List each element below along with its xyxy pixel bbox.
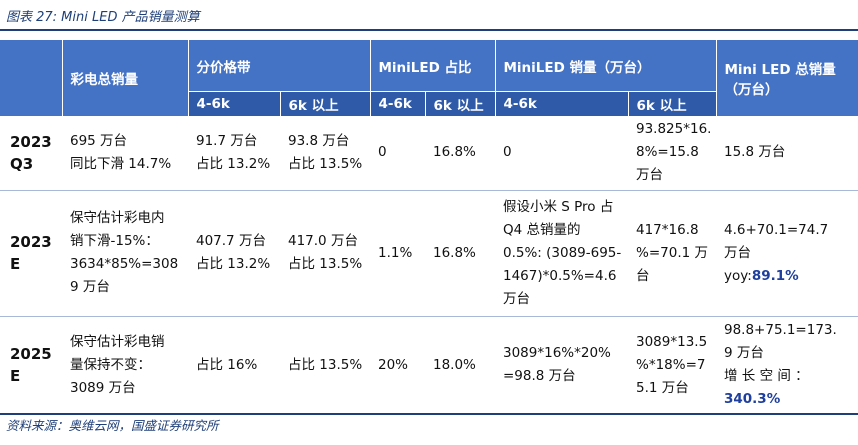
subheader-sales-6k: 6k 以上 [628,92,716,117]
cell-share-4-6k: 0 [370,116,425,190]
cell-sales-4-6k: 0 [495,116,628,190]
yoy-highlight: 89.1% [752,268,799,284]
table-row: 2023 Q3 695 万台 同比下滑 14.7% 91.7 万台 占比 13.… [0,116,858,190]
row-year: 2023 Q3 [0,116,62,190]
header-mini-total: Mini LED 总销量（万台） [716,40,858,116]
subheader-share-4-6k: 4-6k [370,92,425,117]
cell-sales-4-6k: 3089*16%*20% =98.8 万台 [495,316,628,414]
cell-share-4-6k: 20% [370,316,425,414]
header-year [0,40,62,116]
cell-mini-total: 15.8 万台 [716,116,858,190]
growth-highlight: 340.3% [724,391,780,407]
header-total-sales: 彩电总销量 [62,40,188,116]
cell-price-6k: 93.8 万台 占比 13.5% [280,116,370,190]
header-miniled-sales: MiniLED 销量（万台） [495,40,716,92]
cell-sales-6k: 417*16.8 %=70.1 万 台 [628,190,716,316]
cell-price-4-6k: 占比 16% [188,316,280,414]
miniled-sales-table: 彩电总销量 分价格带 MiniLED 占比 MiniLED 销量（万台） Min… [0,40,858,415]
row-year: 2023 E [0,190,62,316]
cell-mini-total: 98.8+75.1=173. 9 万台 增 长 空 间 ： 340.3% [716,316,858,414]
cell-share-6k: 18.0% [425,316,495,414]
cell-total-sales: 695 万台 同比下滑 14.7% [62,116,188,190]
cell-sales-6k: 93.825*16. 8%=15.8 万台 [628,116,716,190]
cell-price-4-6k: 91.7 万台 占比 13.2% [188,116,280,190]
row-year: 2025 E [0,316,62,414]
header-price-band: 分价格带 [188,40,370,92]
top-rule [0,29,858,31]
cell-price-6k: 占比 13.5% [280,316,370,414]
cell-mini-total: 4.6+70.1=74.7 万台 yoy:89.1% [716,190,858,316]
mini-total-text: 98.8+75.1=173. 9 万台 增 长 空 间 ： [724,322,837,384]
subheader-price-4-6k: 4-6k [188,92,280,117]
cell-total-sales: 保守估计彩电内 销下滑-15%： 3634*85%=308 9 万台 [62,190,188,316]
cell-price-6k: 417.0 万台 占比 13.5% [280,190,370,316]
cell-share-4-6k: 1.1% [370,190,425,316]
cell-sales-6k: 3089*13.5 %*18%=7 5.1 万台 [628,316,716,414]
header-miniled-share: MiniLED 占比 [370,40,495,92]
cell-price-4-6k: 407.7 万台 占比 13.2% [188,190,280,316]
subheader-sales-4-6k: 4-6k [495,92,628,117]
cell-total-sales: 保守估计彩电销 量保持不变： 3089 万台 [62,316,188,414]
subheader-share-6k: 6k 以上 [425,92,495,117]
subheader-price-6k: 6k 以上 [280,92,370,117]
mini-total-text: 15.8 万台 [724,144,785,160]
source-note: 资料来源：奥维云网，国盛证券研究所 [6,415,219,434]
figure-caption: 图表 27: Mini LED 产品销量测算 [6,6,200,25]
table-row: 2023 E 保守估计彩电内 销下滑-15%： 3634*85%=308 9 万… [0,190,858,316]
cell-sales-4-6k: 假设小米 S Pro 占 Q4 总销量的 0.5%: (3089-695- 14… [495,190,628,316]
table-row: 2025 E 保守估计彩电销 量保持不变： 3089 万台 占比 16% 占比 … [0,316,858,414]
cell-share-6k: 16.8% [425,116,495,190]
cell-share-6k: 16.8% [425,190,495,316]
